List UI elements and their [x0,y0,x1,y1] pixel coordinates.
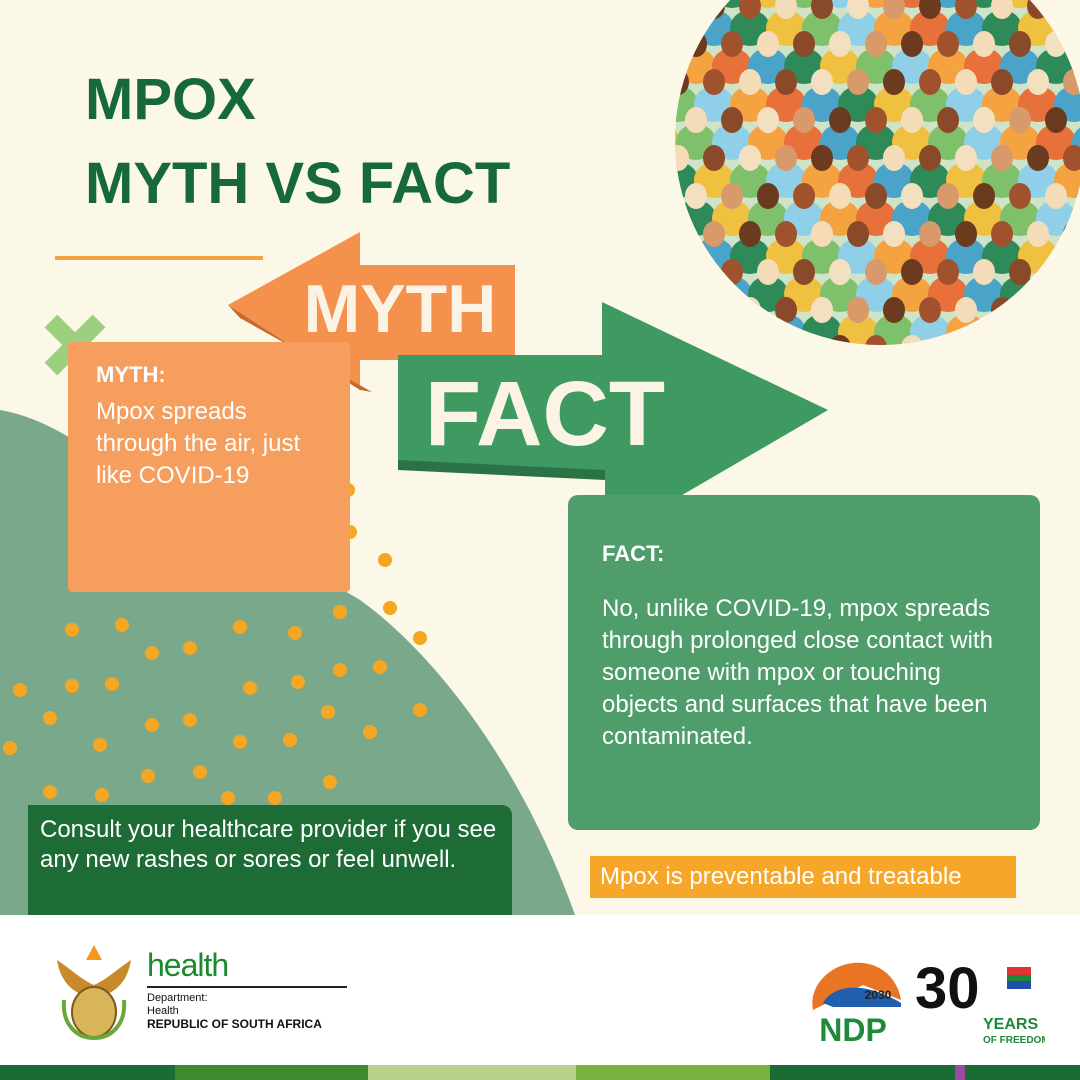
dot [183,641,197,655]
myth-arrow-label: MYTH [304,271,497,347]
dot [383,601,397,615]
dot [115,618,129,632]
dot [333,605,347,619]
fact-arrow-label: FACT [425,363,665,465]
dot [283,733,297,747]
fact-arrow: FACT [398,302,828,540]
dot [65,623,79,637]
dot [363,725,377,739]
dot [193,765,207,779]
30-years-of-freedom-logo: 30 YEARS OF FREEDOM [915,956,1045,1046]
years-number: 30 [915,956,980,1021]
dot [3,741,17,755]
dot [233,735,247,749]
dot [321,705,335,719]
background-shapes: MYTH FACT [0,0,1080,915]
dot [333,663,347,677]
dot [145,646,159,660]
dot [413,703,427,717]
footer: health Department: Health REPUBLIC OF SO… [0,915,1080,1065]
dot [145,718,159,732]
page-title: MPOX MYTH VS FACT [85,58,510,226]
department-text: Department: Health REPUBLIC OF SOUTH AFR… [147,992,322,1032]
fact-label: FACT: [602,541,665,566]
myth-label: MYTH: [96,362,166,387]
dot [65,679,79,693]
freedom-text: OF FREEDOM [983,1035,1045,1046]
title-line-2: MYTH VS FACT [85,151,511,216]
title-line-1: MPOX [85,67,256,132]
health-wordmark: health [147,947,229,983]
dot [378,553,392,567]
ndp-year: 2030 [865,988,892,1002]
dot [323,775,337,789]
country-name: REPUBLIC OF SOUTH AFRICA [147,1017,322,1031]
ndp-text: NDP [819,1012,887,1047]
fact-card: FACT: No, unlike COVID-19, mpox spreads … [568,495,1040,830]
dot [373,660,387,674]
dot [43,785,57,799]
dot [233,620,247,634]
ndp-2030-logo: 2030 NDP [812,962,901,1047]
dot [105,677,119,691]
dot [13,683,27,697]
dot [93,738,107,752]
dot [141,769,155,783]
dot [291,675,305,689]
dot [413,631,427,645]
divider [55,256,263,260]
divider [147,986,347,988]
dot [95,788,109,802]
dot [268,791,282,805]
color-stripe [0,1065,1080,1080]
consult-banner: Consult your healthcare provider if you … [28,805,512,915]
dot [43,711,57,725]
myth-card: MYTH: Mpox spreads through the air, just… [68,342,350,592]
myth-text: Mpox spreads through the air, just like … [96,398,301,489]
dot [288,626,302,640]
dot [221,791,235,805]
coat-of-arms-logo [57,945,131,1040]
dept-line-1: Department: [147,992,208,1004]
fact-text: No, unlike COVID-19, mpox spreads throug… [602,595,993,750]
preventable-badge: Mpox is preventable and treatable [590,856,1016,898]
years-text: YEARS [983,1016,1038,1033]
dept-line-2: Health [147,1005,179,1017]
dot [183,713,197,727]
dot [243,681,257,695]
